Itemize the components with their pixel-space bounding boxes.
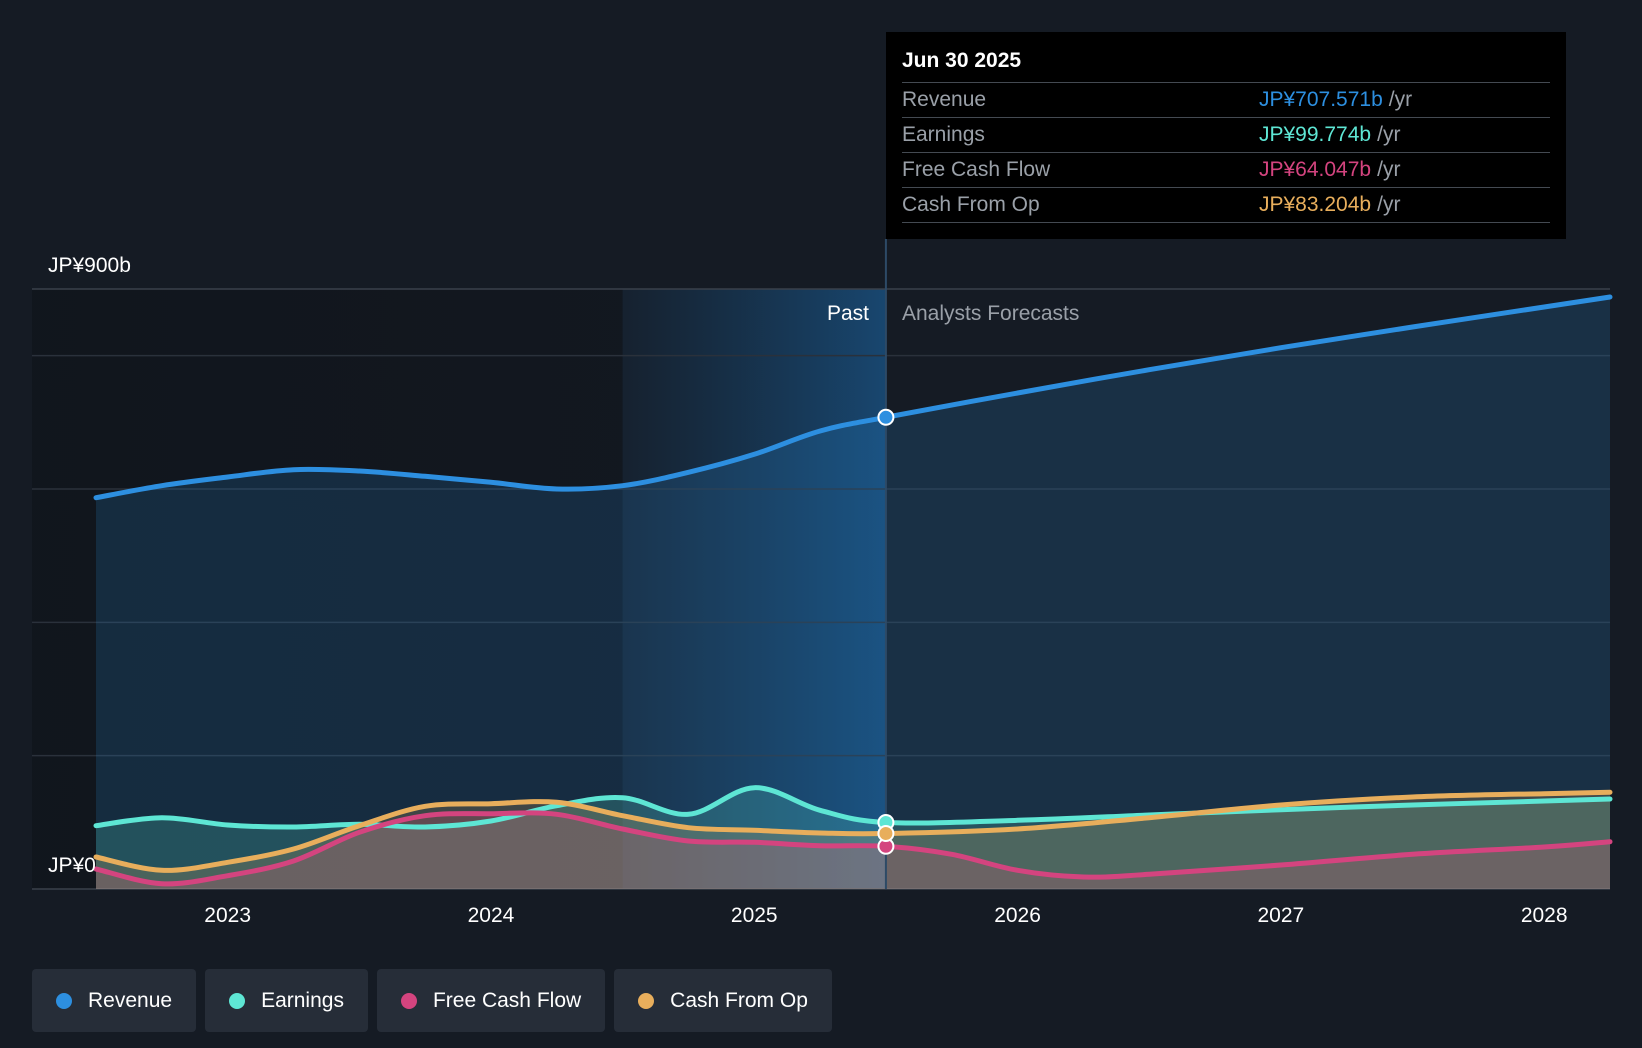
- tooltip-row-revenue: Revenue JP¥707.571b /yr: [902, 83, 1550, 118]
- tooltip-unit: /yr: [1377, 123, 1401, 146]
- legend-item-cash-from-op[interactable]: Cash From Op: [614, 969, 832, 1032]
- area-revenue: [96, 297, 1610, 889]
- x-tick-label: 2026: [994, 904, 1041, 927]
- legend-dot-icon: [638, 992, 655, 1009]
- series-lines: [93, 294, 1613, 887]
- legend-label: Free Cash Flow: [432, 988, 582, 1012]
- tooltip-label: Revenue: [902, 88, 987, 111]
- forecast-region-label: Analysts Forecasts: [902, 302, 1079, 325]
- legend-label: Earnings: [261, 988, 344, 1012]
- tooltip-value: JP¥99.774b: [1259, 123, 1372, 146]
- hover-markers: [877, 408, 895, 855]
- line-free-cash-flow: [93, 810, 1613, 887]
- legend-dot-icon: [56, 992, 72, 1009]
- legend-item-earnings[interactable]: Earnings: [205, 969, 368, 1032]
- gridlines: [32, 288, 1610, 890]
- tooltip-row-free-cash-flow: Free Cash Flow JP¥64.047b /yr: [902, 153, 1550, 188]
- tooltip-label: Cash From Op: [902, 193, 1040, 216]
- y-axis-label-bottom: JP¥0: [48, 854, 96, 877]
- x-tick-label: 2028: [1521, 904, 1568, 927]
- x-tick-label: 2027: [1258, 904, 1305, 927]
- x-tick-label: 2024: [468, 904, 515, 927]
- legend: Revenue Earnings Free Cash Flow Cash Fro…: [32, 969, 832, 1032]
- tooltip-unit: /yr: [1388, 88, 1413, 111]
- y-axis-label-top: JP¥900b: [48, 254, 131, 277]
- tooltip: Jun 30 2025 Revenue JP¥707.571b /yr Earn…: [886, 32, 1566, 239]
- legend-dot-icon: [400, 992, 417, 1009]
- tooltip-value: JP¥83.204b: [1259, 193, 1372, 216]
- past-region-background: [32, 289, 623, 889]
- legend-item-free-cash-flow[interactable]: Free Cash Flow: [376, 969, 606, 1032]
- marker-cash-from-op: [877, 825, 895, 843]
- marker-revenue: [877, 408, 895, 426]
- line-earnings: [93, 785, 1613, 830]
- line-revenue: [93, 294, 1613, 501]
- tooltip-value: JP¥64.047b: [1259, 158, 1372, 181]
- tooltip-label: Free Cash Flow: [902, 158, 1051, 181]
- tooltip-date: Jun 30 2025: [902, 46, 1550, 83]
- line-cash-from-op: [93, 789, 1613, 873]
- x-tick-label: 2025: [731, 904, 778, 927]
- tooltip-label: Earnings: [902, 123, 985, 146]
- x-axis-ticks: 2023 2024 2025 2026 2027 2028: [204, 904, 1567, 927]
- tooltip-row-cash-from-op: Cash From Op JP¥83.204b /yr: [902, 188, 1550, 223]
- tooltip-value: JP¥707.571b: [1259, 88, 1383, 111]
- legend-label: Revenue: [88, 988, 173, 1012]
- tooltip-unit: /yr: [1377, 193, 1401, 216]
- area-cash-from-op: [96, 792, 1610, 889]
- past-region-label: Past: [827, 302, 869, 325]
- tooltip-unit: /yr: [1377, 158, 1401, 181]
- x-tick-label: 2023: [204, 904, 251, 927]
- legend-item-revenue[interactable]: Revenue: [32, 969, 197, 1032]
- tooltip-row-earnings: Earnings JP¥99.774b /yr: [902, 118, 1550, 153]
- legend-label: Cash From Op: [670, 988, 808, 1012]
- legend-dot-icon: [229, 992, 246, 1009]
